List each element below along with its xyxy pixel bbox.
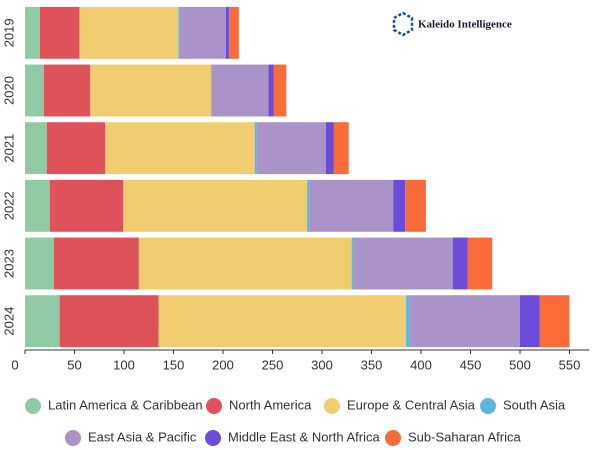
bar-segment [256, 122, 326, 175]
bar-segment [225, 6, 229, 59]
bar-segment [307, 179, 310, 232]
legend-label: North America [229, 397, 312, 412]
logo: Kaleido Intelligence [392, 11, 512, 37]
bar-segment [25, 295, 60, 348]
bar-segment [79, 6, 179, 59]
legend-label: South Asia [503, 397, 566, 412]
bar-segment [39, 6, 80, 59]
bar-segment [59, 295, 159, 348]
bar-segment [25, 64, 44, 117]
bar-segment [539, 295, 570, 348]
x-tick-label: 500 [509, 357, 531, 372]
legend-label: Latin America & Caribbean [48, 397, 203, 412]
bar-segment [158, 295, 407, 348]
bar-segment [325, 122, 334, 175]
bar-segment [273, 64, 287, 117]
legend-label: Europe & Central Asia [347, 397, 476, 412]
bar-segment [452, 237, 468, 290]
bar-segment [393, 179, 406, 232]
bar-segment [105, 122, 255, 175]
bar-segment [43, 64, 91, 117]
legend-marker [25, 398, 41, 414]
legend-marker [324, 398, 340, 414]
bar-segment [25, 237, 54, 290]
bar-segment [211, 64, 213, 117]
logo-icon [392, 11, 414, 37]
x-tick-label: 50 [67, 357, 81, 372]
x-tick-label: 200 [212, 357, 234, 372]
bar-segment [520, 295, 540, 348]
logo-text: Kaleido Intelligence [418, 19, 512, 31]
bar-segment [409, 295, 520, 348]
bar-segment [138, 237, 352, 290]
bar-segment [406, 295, 410, 348]
legend-marker [205, 430, 221, 446]
legend-label: Sub-Saharan Africa [408, 429, 522, 444]
legend-marker [65, 430, 81, 446]
bar-segment [179, 6, 226, 59]
y-tick-label: 2020 [1, 76, 16, 105]
bar-segment [53, 237, 139, 290]
x-tick-label: 100 [113, 357, 135, 372]
legend-label: Middle East & North Africa [228, 429, 380, 444]
bar-segment [228, 6, 239, 59]
y-tick-label: 2024 [1, 307, 16, 336]
legend-label: East Asia & Pacific [88, 429, 197, 444]
bar-segment [25, 6, 40, 59]
bar-segment [46, 122, 106, 175]
bar-segment [353, 237, 453, 290]
bar-segment [405, 179, 426, 232]
x-tick-label: 150 [163, 357, 185, 372]
bar-segment [49, 179, 124, 232]
bar-segment [25, 179, 50, 232]
x-tick-label: 350 [361, 357, 383, 372]
bar-segment [90, 64, 212, 117]
bar-segment [333, 122, 349, 175]
bar-segment [268, 64, 274, 117]
bar-segment [254, 122, 257, 175]
legend-marker [206, 398, 222, 414]
x-tick-label: 250 [262, 357, 284, 372]
y-tick-label: 2023 [1, 249, 16, 278]
x-tick-label: 450 [460, 357, 482, 372]
x-tick-label: 300 [311, 357, 333, 372]
bar-segment [25, 122, 47, 175]
legend-marker [480, 398, 496, 414]
x-tick-label: 400 [410, 357, 432, 372]
bar-segment [123, 179, 308, 232]
x-tick-label: 0 [11, 357, 18, 372]
bar-segment [212, 64, 269, 117]
legend-marker [385, 430, 401, 446]
y-tick-label: 2021 [1, 134, 16, 163]
y-tick-label: 2022 [1, 191, 16, 220]
bar-segment [351, 237, 354, 290]
y-tick-label: 2019 [1, 18, 16, 47]
bar-segment [309, 179, 394, 232]
bar-segment [467, 237, 493, 290]
bar-segment [178, 6, 180, 59]
x-tick-label: 550 [559, 357, 581, 372]
